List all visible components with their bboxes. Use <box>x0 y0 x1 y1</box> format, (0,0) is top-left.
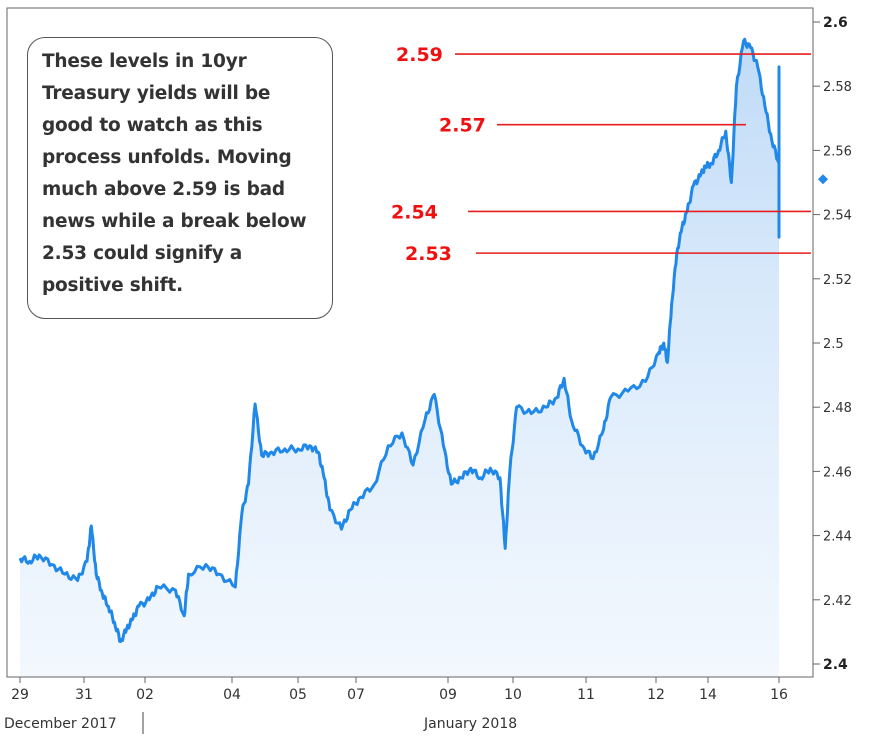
x-tick-label: 29 <box>11 687 29 703</box>
x-tick-label: 12 <box>647 687 665 703</box>
x-group-label-december: December 2017 <box>4 716 117 732</box>
y-tick-label: 2.44 <box>823 530 852 545</box>
y-tick-label: 2.6 <box>823 15 848 31</box>
level-label: 2.59 <box>396 44 443 66</box>
y-tick-label: 2.48 <box>823 401 852 416</box>
x-tick-label: 02 <box>136 687 154 703</box>
y-tick-label: 2.42 <box>823 594 852 609</box>
last-value-marker <box>818 174 828 185</box>
y-tick-label: 2.52 <box>823 273 852 288</box>
x-tick-label: 04 <box>223 687 241 703</box>
level-label: 2.57 <box>439 115 486 137</box>
x-tick-label: 11 <box>577 687 595 703</box>
x-tick-label: 14 <box>699 687 717 703</box>
y-tick-label: 2.46 <box>823 465 852 480</box>
x-tick-label: 16 <box>770 687 788 703</box>
x-tick-label: 09 <box>439 687 457 703</box>
y-tick-label: 2.4 <box>823 657 848 673</box>
y-tick-label: 2.54 <box>823 209 852 224</box>
series-area <box>20 39 779 677</box>
x-tick-label: 07 <box>347 687 365 703</box>
y-tick-label: 2.5 <box>823 337 844 352</box>
x-group-label-january: January 2018 <box>423 716 517 732</box>
y-tick-label: 2.56 <box>823 144 852 159</box>
x-tick-label: 31 <box>75 687 93 703</box>
x-tick-label: 05 <box>289 687 307 703</box>
series-line <box>18 37 781 643</box>
x-tick-label: 10 <box>504 687 522 703</box>
level-label: 2.54 <box>391 201 438 223</box>
y-tick-label: 2.58 <box>823 80 852 95</box>
annotation-box: These levels in 10yr Treasury yields wil… <box>27 37 333 319</box>
level-label: 2.53 <box>405 243 452 265</box>
